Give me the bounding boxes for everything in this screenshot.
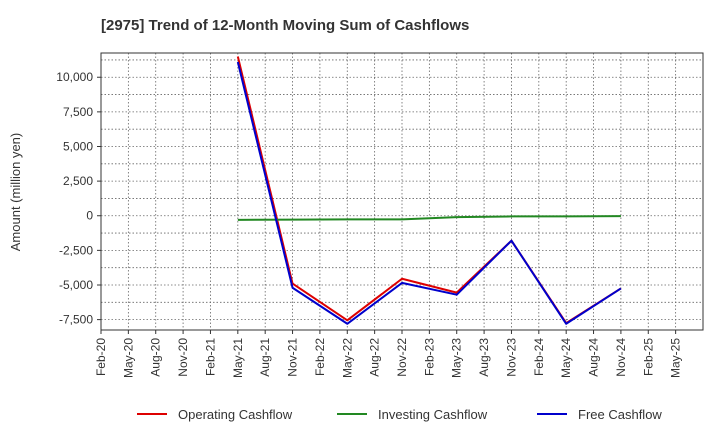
x-tick-label: Feb-21: [203, 338, 217, 376]
y-tick-label: 10,000: [56, 70, 93, 84]
series-line-investing-cashflow: [237, 215, 621, 221]
grid: [101, 53, 703, 330]
legend-label-operating-cashflow: Operating Cashflow: [178, 407, 293, 422]
y-tick-label: 2,500: [63, 174, 93, 188]
x-tick-label: Nov-23: [504, 338, 518, 377]
chart-title: [2975] Trend of 12-Month Moving Sum of C…: [101, 17, 469, 34]
y-axis-label: Amount (million yen): [8, 133, 23, 252]
x-tick-label: May-22: [340, 338, 354, 378]
x-tick-label: May-23: [450, 338, 464, 378]
series-lines: [236, 56, 622, 325]
y-tick-label: 7,500: [63, 105, 93, 119]
legend: Operating Cashflow Investing Cashflow Free…: [137, 407, 662, 422]
x-tick-label: Nov-24: [614, 338, 628, 377]
x-tick-label: Feb-24: [532, 338, 546, 376]
x-tick-label: Aug-24: [587, 338, 601, 377]
x-tick-label: Nov-22: [395, 338, 409, 377]
x-tick-label: Nov-20: [176, 338, 190, 377]
x-tick-label: Aug-23: [477, 338, 491, 377]
y-axis: 10,000 7,500 5,000 2,500 0 -2,500 -5,000 -7,500: [56, 70, 101, 327]
x-tick-label: Feb-23: [422, 338, 436, 376]
y-tick-label: -2,500: [59, 243, 93, 257]
x-tick-label: Aug-20: [149, 338, 163, 377]
legend-label-free-cashflow: Free Cashflow: [578, 407, 662, 422]
x-tick-label: Feb-20: [94, 338, 108, 376]
x-tick-label: Aug-21: [258, 338, 272, 377]
x-tick-label: Feb-25: [641, 338, 655, 376]
y-tick-label: -7,500: [59, 313, 93, 327]
x-tick-label: Nov-21: [286, 338, 300, 377]
y-tick-label: 5,000: [63, 139, 93, 153]
x-tick-label: Feb-22: [313, 338, 327, 376]
x-tick-label: May-25: [669, 338, 683, 378]
x-tick-label: May-21: [231, 338, 245, 378]
y-tick-label: -5,000: [59, 278, 93, 292]
y-tick-label: 0: [86, 209, 93, 223]
plot-frame: [100, 52, 704, 331]
x-tick-label: May-20: [121, 338, 135, 378]
x-tick-label: Aug-22: [368, 338, 382, 377]
x-tick-label: May-24: [559, 338, 573, 378]
x-axis: Feb-20 May-20 Aug-20 Nov-20 Feb-21 May-21 Aug-…: [94, 330, 683, 378]
legend-label-investing-cashflow: Investing Cashflow: [378, 407, 488, 422]
series-line-free-cashflow: [236, 61, 622, 325]
